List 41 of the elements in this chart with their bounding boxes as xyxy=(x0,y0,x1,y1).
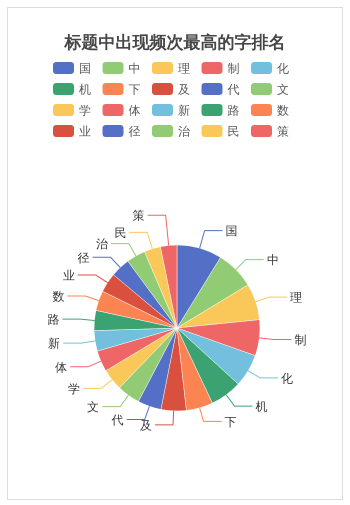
legend-label: 径 xyxy=(128,124,140,138)
slice-label: 学 xyxy=(68,382,80,396)
category-label: 及 xyxy=(140,418,152,432)
legend-label: 代 xyxy=(226,82,240,96)
slice-label: 数 xyxy=(52,290,64,304)
slice-label: 制 xyxy=(294,333,306,348)
slice-label: 国 xyxy=(226,224,238,238)
legend-label: 制 xyxy=(228,62,240,76)
chart-title: 标题中出现频次最高的字排名 xyxy=(64,33,286,53)
slice-label: 体 xyxy=(55,360,68,374)
legend-label: 下 xyxy=(128,82,140,96)
legend-label: 及 xyxy=(178,82,190,96)
legend-label: 民 xyxy=(228,124,240,138)
slice-label: 治 xyxy=(96,237,108,252)
legend-label: 业 xyxy=(79,124,91,138)
slice-label: 新 xyxy=(48,336,60,351)
slice-label: 机 xyxy=(256,400,268,414)
slice-label: 代 xyxy=(110,412,124,427)
legend-label: 数 xyxy=(277,104,289,118)
slice-label: 业 xyxy=(62,268,75,282)
legend-label: 文 xyxy=(277,82,289,96)
slice-label: 理 xyxy=(290,290,302,305)
slice-label: 中 xyxy=(266,253,279,268)
slice-label: 策 xyxy=(132,208,145,223)
legend-label: 策 xyxy=(277,124,289,138)
slice-label: 径 xyxy=(78,250,90,265)
slice-label: 化 xyxy=(281,371,294,386)
legend-label: 国 xyxy=(79,62,91,76)
slice-label: 民 xyxy=(114,226,126,240)
legend-label: 化 xyxy=(277,62,289,76)
legend-label: 学 xyxy=(79,104,91,118)
legend-label: 中 xyxy=(128,62,140,76)
legend-label: 治 xyxy=(178,124,190,138)
legend-label: 理 xyxy=(178,62,190,76)
legend-label: 新 xyxy=(178,104,190,118)
slice-label: 下 xyxy=(224,414,236,429)
legend-label: 路 xyxy=(228,104,240,118)
slice-label: 路 xyxy=(47,312,60,327)
legend-label: 机 xyxy=(79,82,91,96)
slice-label: 文 xyxy=(87,400,100,414)
legend-label: 体 xyxy=(128,104,140,118)
